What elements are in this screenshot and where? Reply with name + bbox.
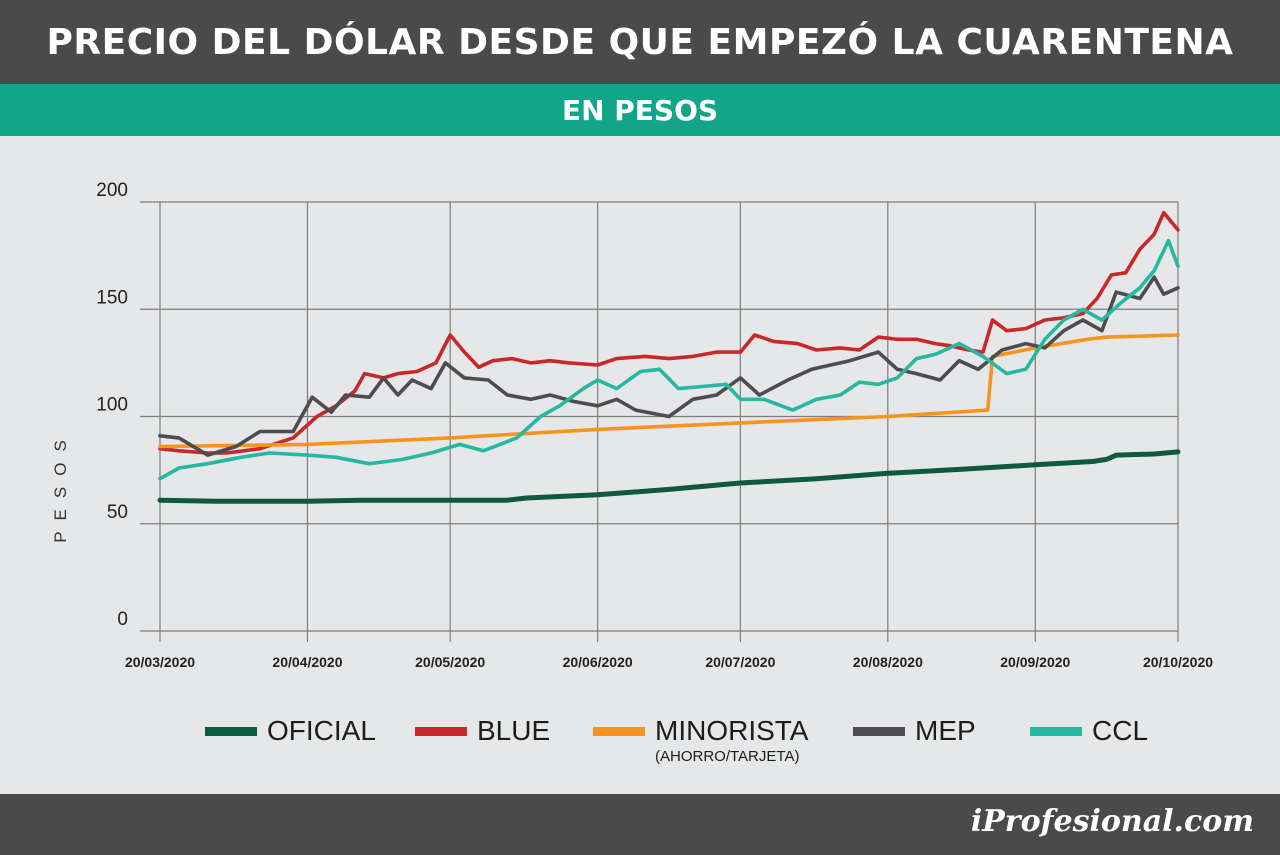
x-tick-label: 20/07/2020 bbox=[705, 654, 775, 670]
line-chart: 0 50 100 150 200 20/03/2020 20/04/2020 20/05/20… bbox=[51, 180, 1213, 670]
legend-item-blue: BLUE bbox=[415, 716, 550, 746]
x-tick-label: 20/09/2020 bbox=[1000, 654, 1070, 670]
series-line-minorista bbox=[158, 333, 1180, 449]
legend-item-oficial: OFICIAL bbox=[205, 716, 376, 746]
y-axis-label: PESOS bbox=[51, 429, 70, 543]
title-bar: PRECIO DEL DÓLAR DESDE QUE EMPEZÓ LA CUA… bbox=[0, 0, 1280, 84]
legend-item-mep: MEP bbox=[853, 716, 976, 746]
x-tick-label: 20/06/2020 bbox=[563, 654, 633, 670]
legend-note-minorista: (AHORRO/TARJETA) bbox=[655, 748, 800, 765]
series-line-oficial bbox=[157, 449, 1181, 504]
chart-title: PRECIO DEL DÓLAR DESDE QUE EMPEZÓ LA CUA… bbox=[46, 21, 1234, 63]
axes: 0 50 100 150 200 20/03/2020 20/04/2020 20/05/20… bbox=[51, 180, 1213, 670]
y-tick-label: 100 bbox=[96, 395, 128, 416]
legend-swatch-oficial bbox=[205, 727, 257, 736]
chart-subtitle: EN PESOS bbox=[561, 93, 719, 127]
footer-bar: iProfesional.com bbox=[0, 794, 1280, 855]
x-tick-label: 20/05/2020 bbox=[415, 654, 485, 670]
legend: OFICIAL BLUE MINORISTA (AHORRO/TARJETA) … bbox=[0, 716, 1280, 776]
series-line-mep bbox=[158, 275, 1180, 457]
series-line-ccl bbox=[158, 238, 1180, 481]
legend-swatch-mep bbox=[853, 727, 905, 736]
legend-item-minorista: MINORISTA (AHORRO/TARJETA) bbox=[593, 716, 808, 766]
y-tick-label: 200 bbox=[96, 180, 128, 201]
grid bbox=[140, 201, 1179, 642]
y-tick-label: 0 bbox=[117, 609, 128, 630]
legend-swatch-blue bbox=[415, 727, 467, 736]
chart-area: 0 50 100 150 200 20/03/2020 20/04/2020 20/05/20… bbox=[0, 136, 1280, 794]
legend-text-minorista: MINORISTA (AHORRO/TARJETA) bbox=[655, 716, 808, 766]
x-tick-label: 20/08/2020 bbox=[853, 654, 923, 670]
y-tick-label: 150 bbox=[96, 287, 128, 308]
legend-label-mep: MEP bbox=[915, 715, 976, 746]
legend-item-ccl: CCL bbox=[1030, 716, 1148, 746]
series bbox=[157, 210, 1181, 504]
legend-label-ccl: CCL bbox=[1092, 715, 1149, 746]
legend-label-oficial: OFICIAL bbox=[267, 715, 376, 746]
legend-swatch-ccl bbox=[1030, 727, 1082, 736]
x-tick-label: 20/03/2020 bbox=[125, 654, 195, 670]
y-tick-label: 50 bbox=[107, 502, 128, 523]
subtitle-bar: EN PESOS bbox=[0, 84, 1280, 136]
series-line-blue bbox=[158, 210, 1180, 455]
legend-swatch-minorista bbox=[593, 727, 645, 736]
brand-logo: iProfesional.com bbox=[970, 804, 1254, 839]
legend-label-blue: BLUE bbox=[477, 715, 551, 746]
legend-label-minorista: MINORISTA bbox=[655, 715, 809, 746]
x-tick-label: 20/10/2020 bbox=[1143, 654, 1213, 670]
x-tick-label: 20/04/2020 bbox=[272, 654, 342, 670]
